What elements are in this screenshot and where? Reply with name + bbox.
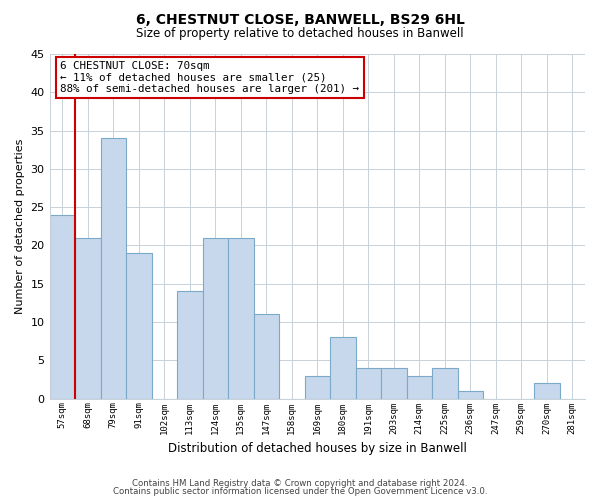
Bar <box>177 292 203 399</box>
Bar <box>228 238 254 398</box>
Text: Contains HM Land Registry data © Crown copyright and database right 2024.: Contains HM Land Registry data © Crown c… <box>132 478 468 488</box>
Bar <box>381 368 407 398</box>
Bar <box>356 368 381 398</box>
Bar <box>50 215 75 398</box>
Bar <box>534 384 560 398</box>
X-axis label: Distribution of detached houses by size in Banwell: Distribution of detached houses by size … <box>168 442 467 455</box>
Text: 6 CHESTNUT CLOSE: 70sqm
← 11% of detached houses are smaller (25)
88% of semi-de: 6 CHESTNUT CLOSE: 70sqm ← 11% of detache… <box>60 61 359 94</box>
Bar <box>407 376 432 398</box>
Bar <box>432 368 458 398</box>
Bar <box>203 238 228 398</box>
Y-axis label: Number of detached properties: Number of detached properties <box>15 138 25 314</box>
Bar <box>254 314 279 398</box>
Text: Contains public sector information licensed under the Open Government Licence v3: Contains public sector information licen… <box>113 487 487 496</box>
Bar <box>330 338 356 398</box>
Bar <box>305 376 330 398</box>
Bar <box>126 253 152 398</box>
Bar <box>75 238 101 398</box>
Text: 6, CHESTNUT CLOSE, BANWELL, BS29 6HL: 6, CHESTNUT CLOSE, BANWELL, BS29 6HL <box>136 12 464 26</box>
Bar <box>458 391 483 398</box>
Text: Size of property relative to detached houses in Banwell: Size of property relative to detached ho… <box>136 28 464 40</box>
Bar <box>101 138 126 398</box>
